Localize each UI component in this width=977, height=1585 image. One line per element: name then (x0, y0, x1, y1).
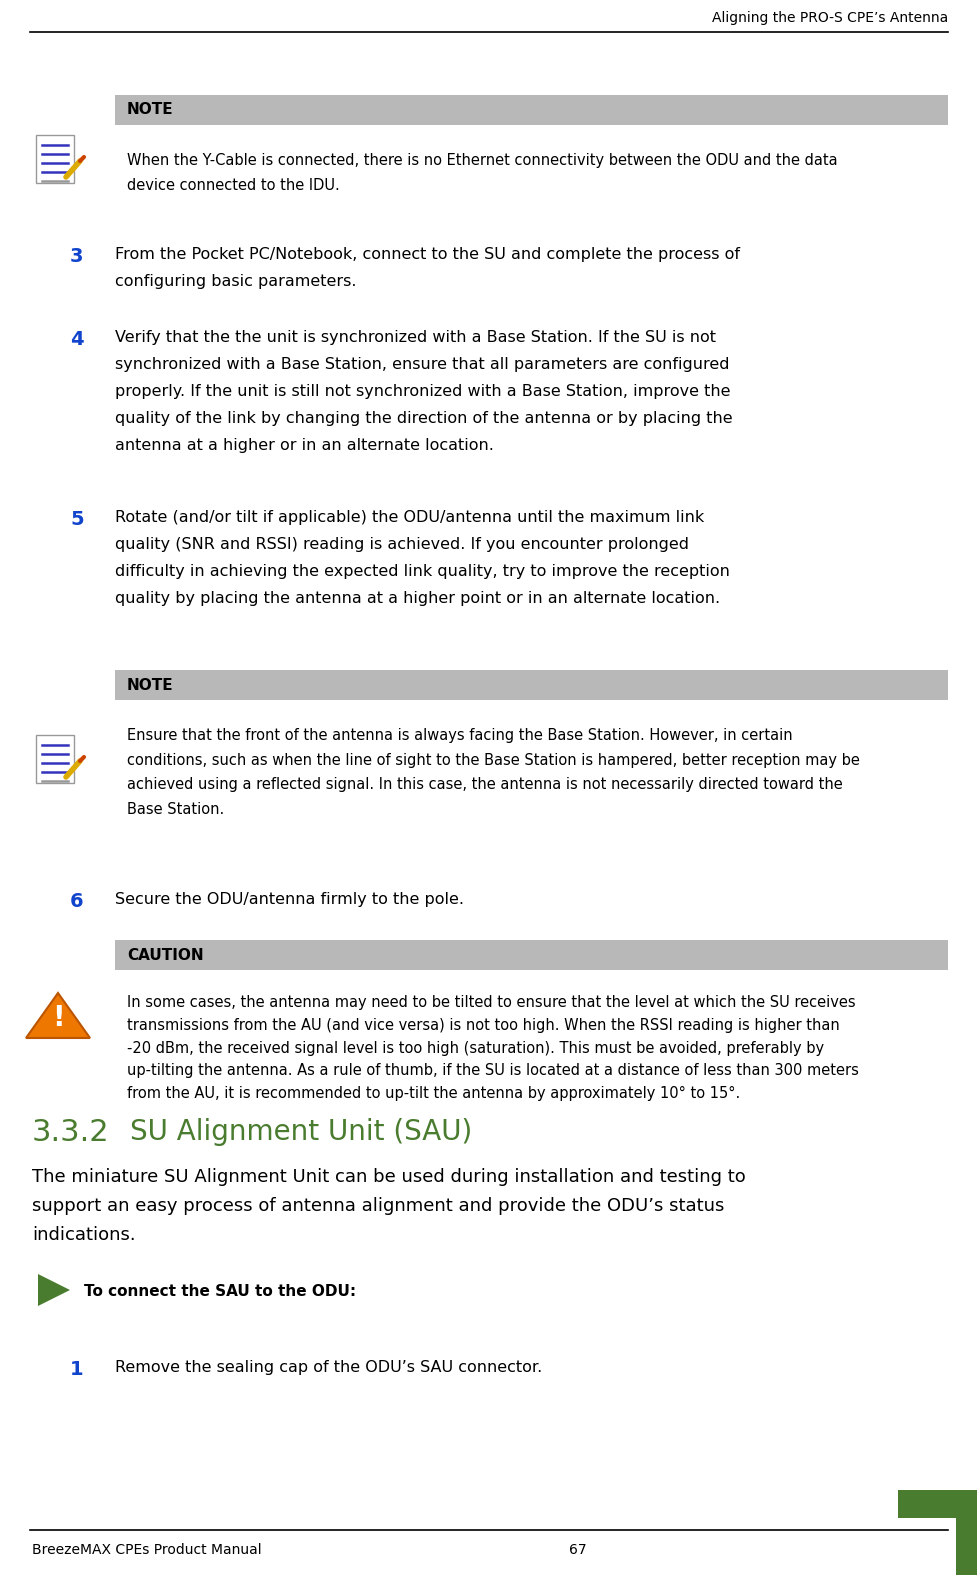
Text: Aligning the PRO-S CPE’s Antenna: Aligning the PRO-S CPE’s Antenna (711, 11, 947, 25)
FancyBboxPatch shape (897, 1518, 956, 1575)
Text: 1: 1 (70, 1360, 84, 1379)
Text: When the Y-Cable is connected, there is no Ethernet connectivity between the ODU: When the Y-Cable is connected, there is … (127, 154, 836, 193)
Text: From the Pocket PC/Notebook, connect to the SU and complete the process of
confi: From the Pocket PC/Notebook, connect to … (115, 247, 740, 288)
FancyBboxPatch shape (36, 135, 74, 182)
Text: !: ! (52, 1003, 64, 1032)
Text: 6: 6 (70, 892, 84, 911)
Text: 4: 4 (70, 330, 84, 349)
Text: 5: 5 (70, 510, 84, 529)
Polygon shape (26, 992, 90, 1038)
Text: CAUTION: CAUTION (127, 948, 203, 962)
Text: Verify that the the unit is synchronized with a Base Station. If the SU is not
s: Verify that the the unit is synchronized… (115, 330, 732, 453)
Text: In some cases, the antenna may need to be tilted to ensure that the level at whi: In some cases, the antenna may need to b… (127, 995, 858, 1102)
Text: Ensure that the front of the antenna is always facing the Base Station. However,: Ensure that the front of the antenna is … (127, 728, 859, 816)
Text: 3.3.2: 3.3.2 (32, 1117, 109, 1148)
Text: SU Alignment Unit (SAU): SU Alignment Unit (SAU) (130, 1117, 472, 1146)
FancyBboxPatch shape (115, 95, 947, 125)
Polygon shape (38, 1274, 70, 1306)
FancyBboxPatch shape (36, 735, 74, 783)
Text: 67: 67 (569, 1544, 586, 1556)
Text: NOTE: NOTE (127, 103, 174, 117)
FancyBboxPatch shape (897, 1490, 977, 1575)
Text: 3: 3 (70, 247, 83, 266)
Text: To connect the SAU to the ODU:: To connect the SAU to the ODU: (84, 1284, 356, 1298)
Text: BreezeMAX CPEs Product Manual: BreezeMAX CPEs Product Manual (32, 1544, 262, 1556)
Text: The miniature SU Alignment Unit can be used during installation and testing to
s: The miniature SU Alignment Unit can be u… (32, 1168, 745, 1244)
Text: NOTE: NOTE (127, 677, 174, 693)
Text: Secure the ODU/antenna firmly to the pole.: Secure the ODU/antenna firmly to the pol… (115, 892, 463, 907)
Text: Remove the sealing cap of the ODU’s SAU connector.: Remove the sealing cap of the ODU’s SAU … (115, 1360, 541, 1376)
FancyBboxPatch shape (115, 670, 947, 701)
FancyBboxPatch shape (115, 940, 947, 970)
Text: Rotate (and/or tilt if applicable) the ODU/antenna until the maximum link
qualit: Rotate (and/or tilt if applicable) the O… (115, 510, 729, 605)
